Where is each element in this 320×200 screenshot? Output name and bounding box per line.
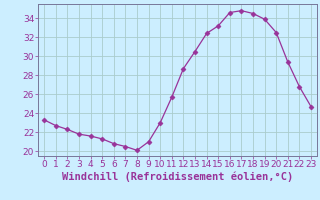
X-axis label: Windchill (Refroidissement éolien,°C): Windchill (Refroidissement éolien,°C) [62,172,293,182]
